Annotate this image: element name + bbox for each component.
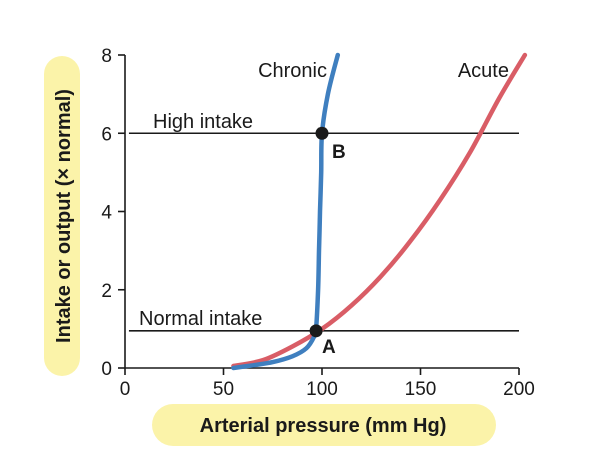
curves xyxy=(231,52,528,371)
point-label-b: B xyxy=(332,142,346,163)
y-tick-label: 4 xyxy=(101,203,112,224)
x-axis-title: Arterial pressure (mm Hg) xyxy=(200,415,447,437)
x-tick-label: 200 xyxy=(503,379,535,400)
reference-label-high-intake: High intake xyxy=(153,111,253,133)
x-tick-label: 100 xyxy=(306,379,338,400)
y-axis-title-highlight xyxy=(44,56,80,376)
point-label-a: A xyxy=(322,337,336,358)
points xyxy=(309,126,329,338)
y-tick-label: 0 xyxy=(101,359,112,380)
x-tick-label: 0 xyxy=(120,379,131,400)
series-label-chronic: Chronic xyxy=(258,60,327,82)
series-line-acute xyxy=(231,52,528,369)
reference-label-normal-intake: Normal intake xyxy=(139,308,262,330)
point-a xyxy=(309,324,323,338)
y-tick-label: 2 xyxy=(101,281,112,302)
x-tick-label: 50 xyxy=(213,379,234,400)
y-tick-label: 8 xyxy=(101,46,112,67)
point-b xyxy=(315,126,329,140)
x-axis-title-highlight xyxy=(152,404,496,446)
y-axis-title: Intake or output (× normal) xyxy=(53,89,75,343)
x-tick-label: 150 xyxy=(405,379,437,400)
series-label-acute: Acute xyxy=(458,60,509,82)
y-tick-label: 6 xyxy=(101,124,112,145)
ticks: 0 2 4 6 8 0 50 100 150 200 xyxy=(101,46,534,400)
reference-lines xyxy=(128,132,519,332)
